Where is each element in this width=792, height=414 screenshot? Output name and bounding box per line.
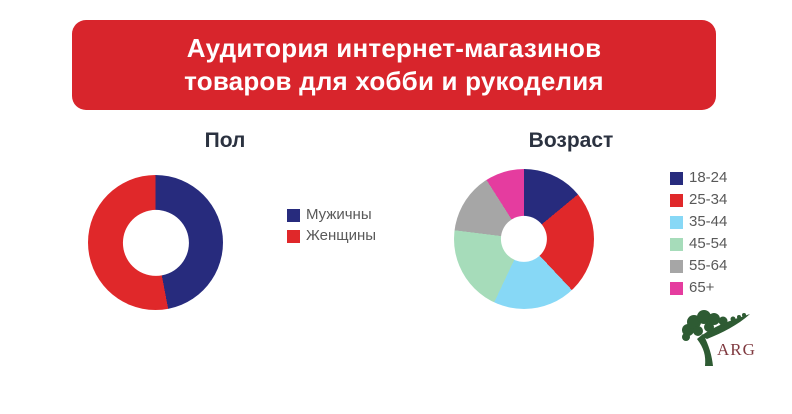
age-chart-title: Возраст — [528, 129, 614, 152]
donut-hole — [500, 215, 548, 263]
legend-label: Мужичны — [306, 206, 372, 223]
arg-logo: ARG — [676, 308, 756, 376]
legend-swatch — [670, 259, 683, 273]
page-title-line-2: товаров для хобби и рукоделия — [184, 66, 604, 96]
legend-swatch — [670, 171, 683, 185]
legend-item: 65+ — [670, 280, 727, 296]
gender-donut-chart — [88, 175, 223, 310]
legend-swatch — [670, 193, 683, 207]
legend-swatch — [287, 208, 300, 222]
legend-label: 45-54 — [689, 235, 728, 252]
age-donut-chart — [454, 169, 594, 309]
page-title-line-1: Аудитория интернет-магазинов — [186, 33, 602, 63]
age-legend: 18-24 25-34 35-44 45-54 55-64 65+ — [670, 170, 727, 296]
legend-swatch — [670, 281, 683, 295]
legend-label: 65+ — [689, 279, 715, 296]
gender-legend: Мужичны Женщины — [287, 207, 376, 244]
tree-icon — [682, 310, 750, 366]
legend-item: 45-54 — [670, 236, 727, 252]
legend-swatch — [670, 215, 683, 229]
legend-label: Женщины — [306, 227, 377, 244]
legend-item: Мужичны — [287, 207, 376, 223]
legend-item: 25-34 — [670, 192, 727, 208]
legend-swatch — [287, 229, 300, 243]
logo-text: ARG — [717, 340, 756, 359]
legend-swatch — [670, 237, 683, 251]
legend-label: 18-24 — [689, 169, 728, 186]
legend-label: 35-44 — [689, 213, 728, 230]
donut-hole — [122, 209, 189, 276]
legend-item: 18-24 — [670, 170, 727, 186]
legend-item: Женщины — [287, 228, 376, 244]
legend-item: 55-64 — [670, 258, 727, 274]
legend-label: 55-64 — [689, 257, 728, 274]
title-banner: Аудитория интернет-магазинов товаров для… — [72, 20, 716, 110]
gender-chart-title: Пол — [204, 129, 246, 152]
legend-label: 25-34 — [689, 191, 728, 208]
legend-item: 35-44 — [670, 214, 727, 230]
